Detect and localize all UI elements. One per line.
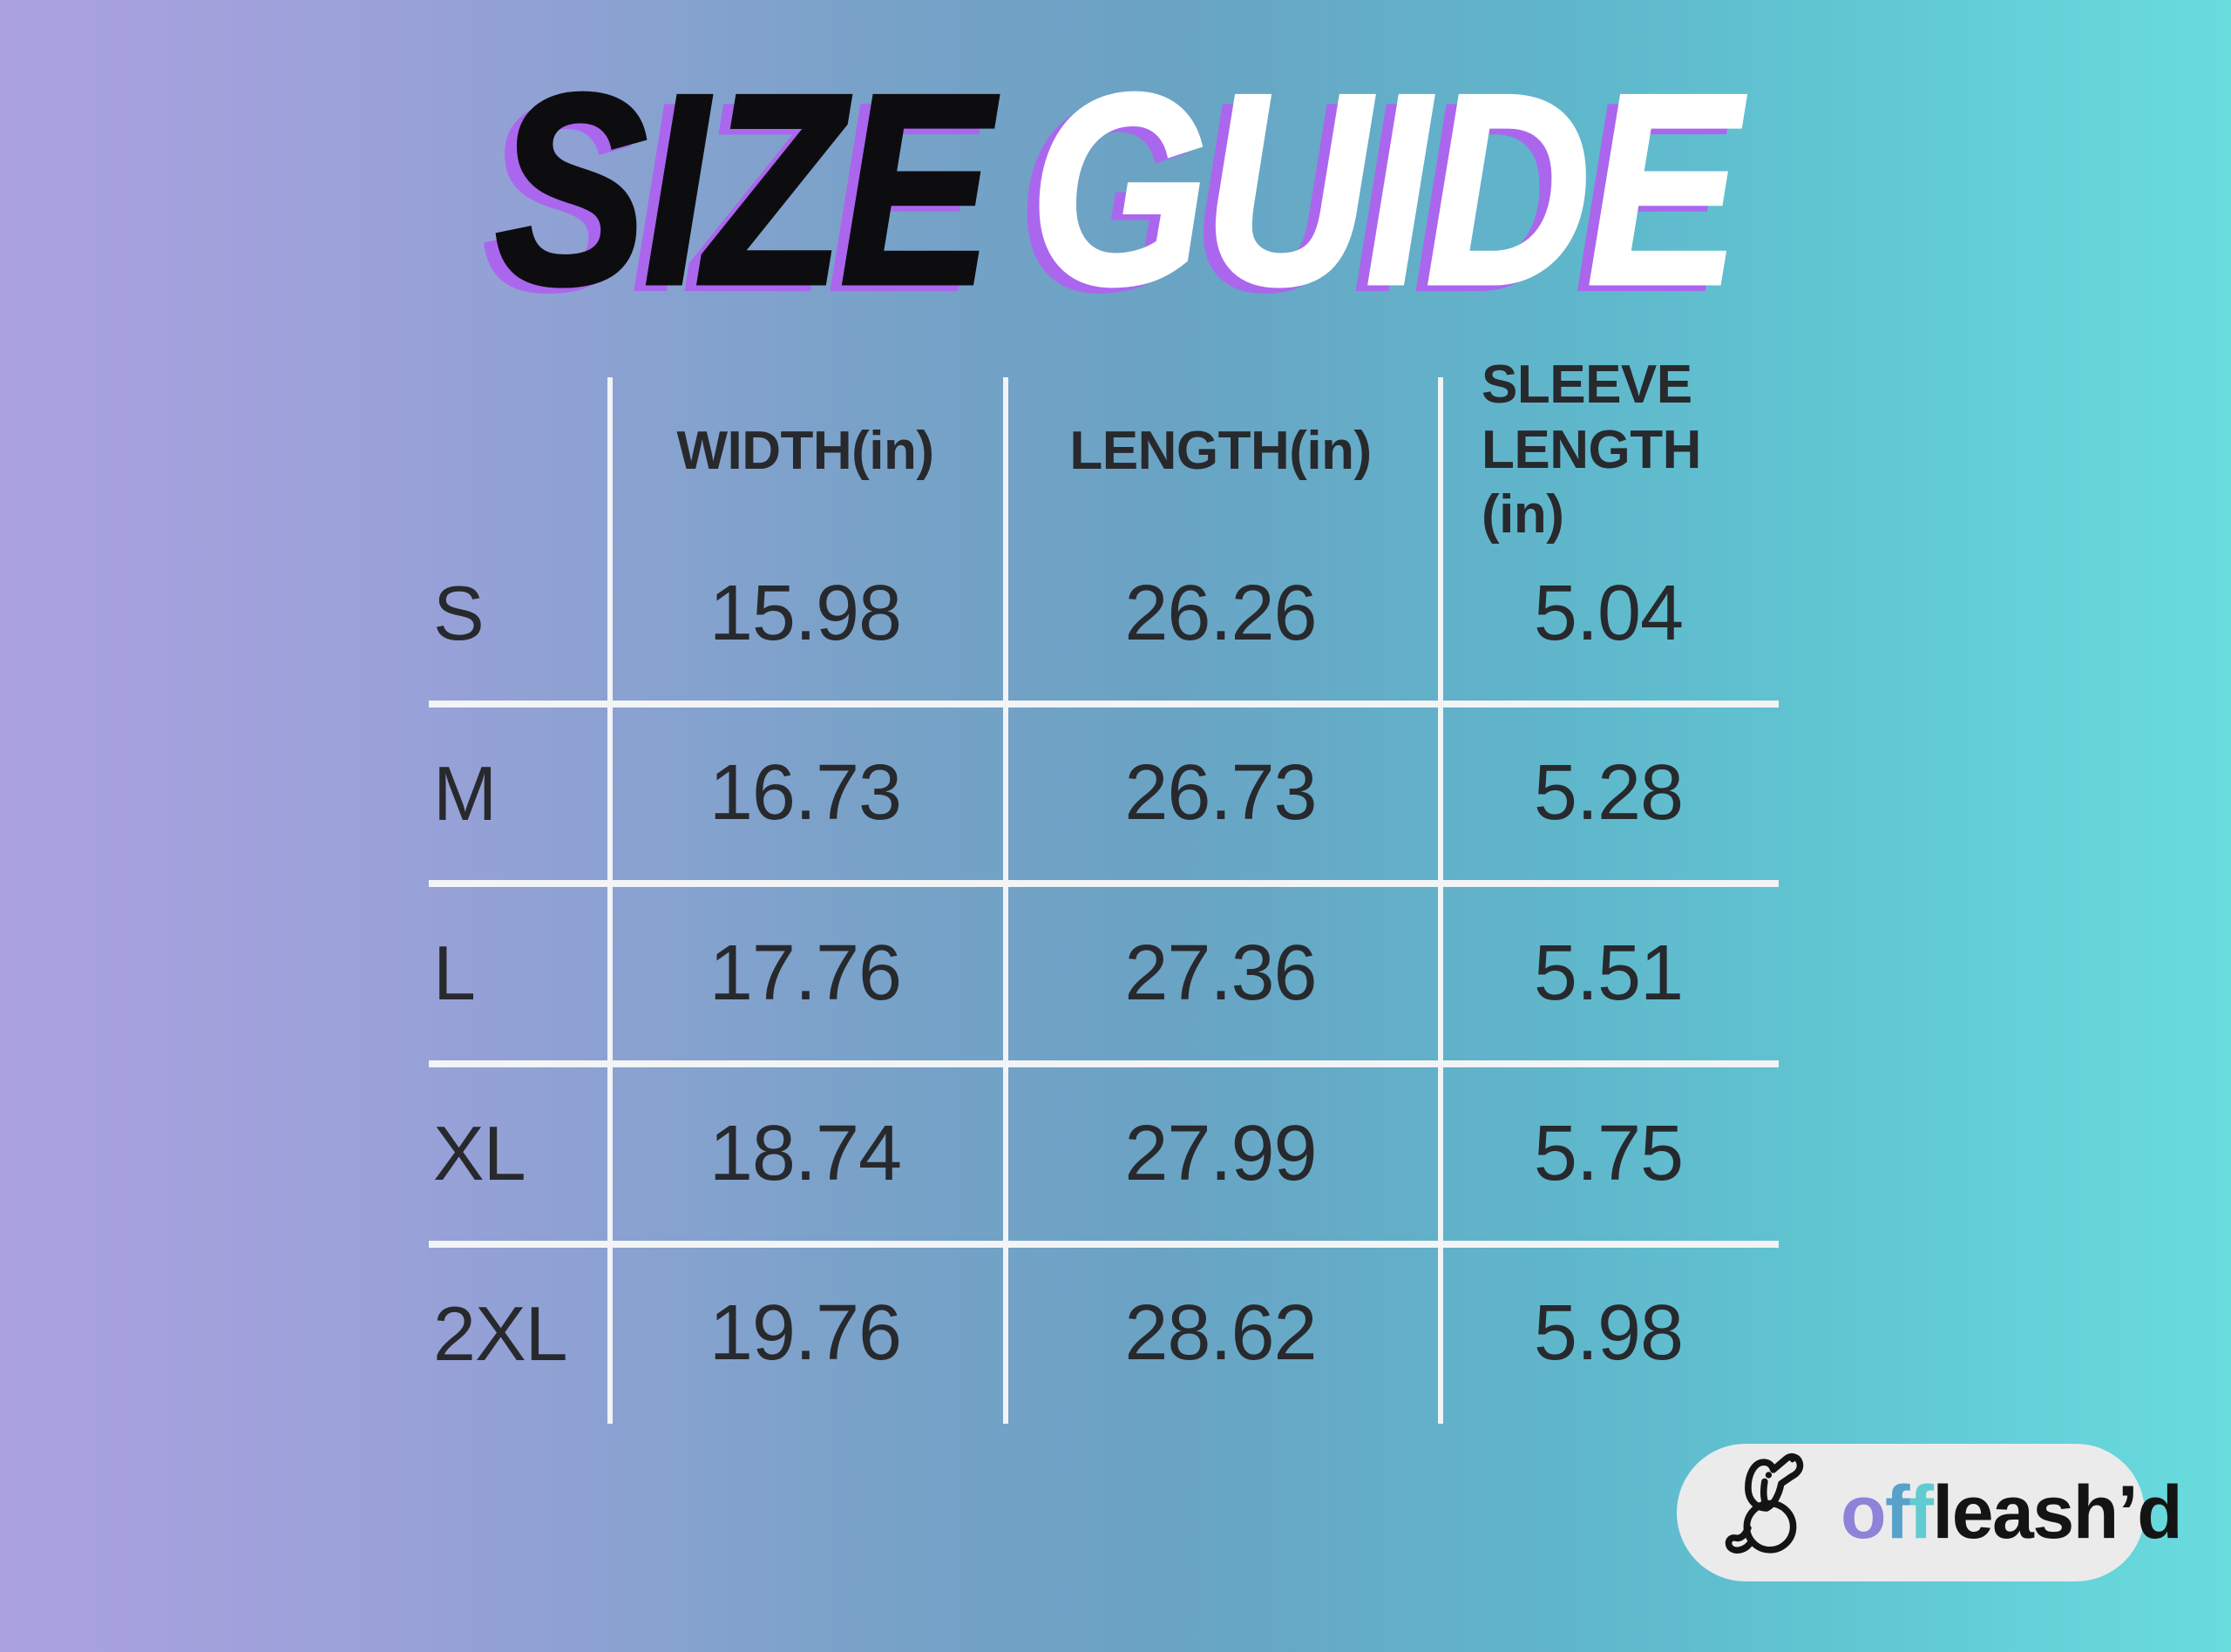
sleeve-value: 5.04 [1533,569,1684,657]
col-header-sleeve: SLEEVE LENGTH (in) [1438,355,1779,545]
brand-wordmark: offleash’d [1841,1475,2183,1550]
column-divider [1438,377,1443,1424]
column-divider [1003,377,1008,1424]
sleeve-value: 5.51 [1533,929,1684,1017]
width-value: 17.76 [709,929,902,1017]
size-table-grid: WIDTH(in) LENGTH(in) SLEEVE LENGTH (in) … [429,355,1779,1424]
col-header-width: WIDTH(in) [676,420,934,481]
size-label: 2XL [433,1290,568,1377]
sleeve-value: 5.75 [1533,1109,1684,1197]
row-divider [429,880,1779,887]
title-word-size: SIZE [493,38,994,342]
brand-letters-rest: leash’d [1932,1471,2182,1554]
length-value: 28.62 [1124,1290,1317,1378]
length-value: 26.73 [1124,749,1317,837]
width-value: 18.74 [709,1109,902,1197]
row-divider [429,701,1779,708]
sleeve-value: 5.28 [1533,749,1684,837]
brand-logo: offleash’d [1677,1444,2183,1581]
size-label: L [433,930,476,1017]
col-header-size [429,377,607,524]
length-value: 27.36 [1124,929,1317,1017]
size-label: M [433,749,497,836]
size-table: WIDTH(in) LENGTH(in) SLEEVE LENGTH (in) … [429,355,1779,1424]
width-value: 15.98 [709,569,902,657]
sleeve-value: 5.98 [1533,1290,1684,1378]
col-header-sleeve-text: SLEEVE LENGTH (in) [1482,355,1701,545]
col-header-length: LENGTH(in) [1069,420,1372,481]
brand-letter-f2: f [1909,1471,1934,1554]
size-label: S [433,570,485,657]
size-label: XL [433,1110,526,1197]
row-divider [429,1060,1779,1067]
column-divider [607,377,613,1424]
title-word-guide: GUIDE [1028,38,1741,342]
length-value: 26.26 [1124,569,1317,657]
row-divider [429,1241,1779,1248]
width-value: 19.76 [709,1290,902,1378]
brand-letter-f1: f [1885,1471,1910,1554]
length-value: 27.99 [1124,1109,1317,1197]
width-value: 16.73 [709,749,902,837]
page-title: SIZE GUIDE [179,52,2052,328]
brand-letter-o: o [1841,1471,1887,1554]
dog-icon [1725,1452,1804,1554]
